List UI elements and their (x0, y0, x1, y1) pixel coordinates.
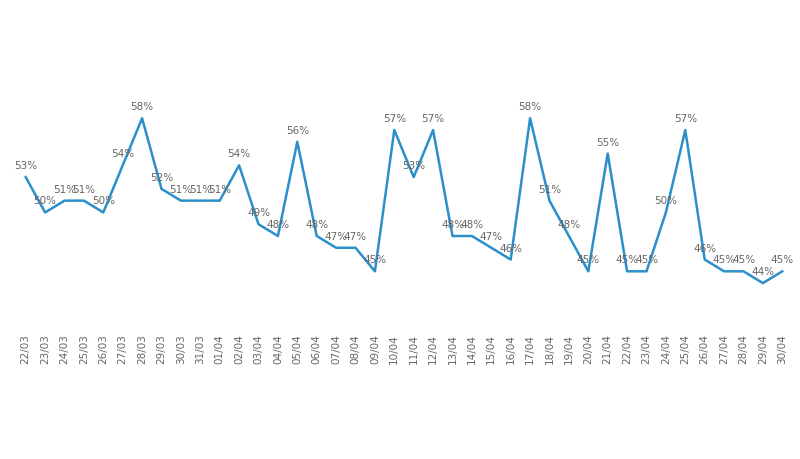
Text: 52%: 52% (150, 173, 173, 183)
Text: 48%: 48% (558, 219, 581, 230)
Text: 57%: 57% (674, 114, 697, 124)
Text: 48%: 48% (441, 219, 464, 230)
Text: 54%: 54% (111, 149, 134, 159)
Text: 48%: 48% (266, 219, 290, 230)
Text: 53%: 53% (402, 161, 426, 171)
Text: 51%: 51% (189, 185, 212, 194)
Text: 46%: 46% (499, 243, 522, 253)
Text: 51%: 51% (170, 185, 193, 194)
Text: 50%: 50% (92, 196, 115, 206)
Text: 50%: 50% (654, 196, 678, 206)
Text: 51%: 51% (53, 185, 76, 194)
Text: 58%: 58% (130, 102, 154, 112)
Text: 45%: 45% (363, 255, 386, 265)
Text: 51%: 51% (72, 185, 95, 194)
Text: 47%: 47% (480, 231, 503, 241)
Text: 58%: 58% (518, 102, 542, 112)
Text: 48%: 48% (305, 219, 328, 230)
Text: 50%: 50% (34, 196, 57, 206)
Text: 45%: 45% (732, 255, 755, 265)
Text: 57%: 57% (382, 114, 406, 124)
Text: 46%: 46% (693, 243, 716, 253)
Text: 45%: 45% (577, 255, 600, 265)
Text: 55%: 55% (596, 137, 619, 147)
Text: 56%: 56% (286, 126, 309, 135)
Text: 53%: 53% (14, 161, 38, 171)
Text: 44%: 44% (751, 267, 774, 277)
Text: 47%: 47% (325, 231, 348, 241)
Text: 45%: 45% (713, 255, 736, 265)
Text: 45%: 45% (615, 255, 638, 265)
Text: 49%: 49% (247, 208, 270, 218)
Text: 51%: 51% (538, 185, 561, 194)
Text: 47%: 47% (344, 231, 367, 241)
Text: 51%: 51% (208, 185, 231, 194)
Text: 48%: 48% (460, 219, 483, 230)
Text: 45%: 45% (635, 255, 658, 265)
Text: 45%: 45% (770, 255, 794, 265)
Text: 57%: 57% (422, 114, 445, 124)
Text: 54%: 54% (227, 149, 250, 159)
